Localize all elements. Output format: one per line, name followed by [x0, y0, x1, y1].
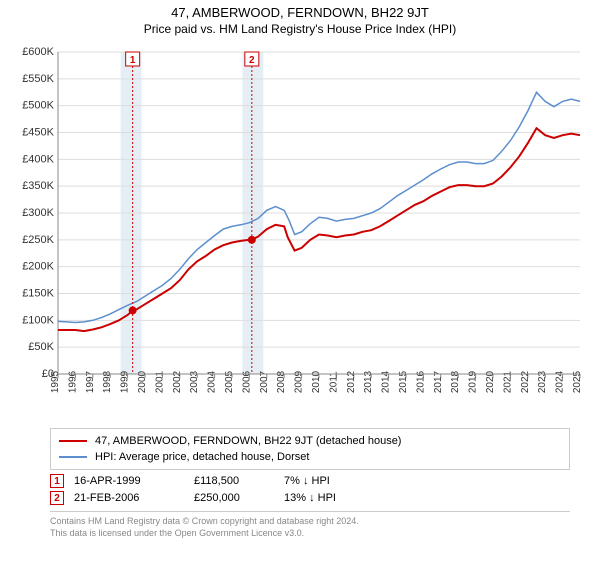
svg-text:£300K: £300K	[22, 207, 54, 219]
sale-marker-box: 2	[50, 491, 64, 505]
sale-marker-box: 1	[50, 474, 64, 488]
legend-label: HPI: Average price, detached house, Dors…	[95, 451, 309, 463]
svg-text:1: 1	[130, 55, 136, 66]
svg-text:£550K: £550K	[22, 73, 54, 85]
sale-date: 21-FEB-2006	[74, 492, 194, 504]
svg-text:£100K: £100K	[22, 314, 54, 326]
sale-pct: 13% ↓ HPI	[284, 492, 384, 504]
page-title: 47, AMBERWOOD, FERNDOWN, BH22 9JT	[0, 5, 600, 20]
footnote: Contains HM Land Registry data © Crown c…	[50, 511, 570, 539]
legend-swatch-hpi	[59, 456, 87, 458]
price-chart-container: 47, AMBERWOOD, FERNDOWN, BH22 9JT Price …	[0, 5, 600, 565]
legend-label: 47, AMBERWOOD, FERNDOWN, BH22 9JT (detac…	[95, 435, 401, 447]
svg-text:£450K: £450K	[22, 127, 54, 139]
chart-area: £0£50K£100K£150K£200K£250K£300K£350K£400…	[10, 42, 590, 422]
svg-text:£600K: £600K	[22, 46, 54, 58]
legend-swatch-property	[59, 440, 87, 442]
line-chart-svg: £0£50K£100K£150K£200K£250K£300K£350K£400…	[10, 42, 590, 422]
sale-price: £118,500	[194, 475, 284, 487]
svg-text:£50K: £50K	[28, 341, 54, 353]
sale-date: 16-APR-1999	[74, 475, 194, 487]
svg-text:2: 2	[249, 55, 255, 66]
svg-text:£200K: £200K	[22, 261, 54, 273]
sale-price: £250,000	[194, 492, 284, 504]
footnote-line: Contains HM Land Registry data © Crown c…	[50, 516, 570, 528]
sale-row: 1 16-APR-1999 £118,500 7% ↓ HPI	[50, 474, 570, 488]
legend-row: 47, AMBERWOOD, FERNDOWN, BH22 9JT (detac…	[59, 433, 561, 449]
sale-row: 2 21-FEB-2006 £250,000 13% ↓ HPI	[50, 491, 570, 505]
svg-text:£250K: £250K	[22, 234, 54, 246]
svg-text:£150K: £150K	[22, 288, 54, 300]
sale-pct: 7% ↓ HPI	[284, 475, 384, 487]
svg-text:£500K: £500K	[22, 100, 54, 112]
footnote-line: This data is licensed under the Open Gov…	[50, 528, 570, 540]
legend: 47, AMBERWOOD, FERNDOWN, BH22 9JT (detac…	[50, 428, 570, 470]
svg-text:£400K: £400K	[22, 153, 54, 165]
legend-row: HPI: Average price, detached house, Dors…	[59, 449, 561, 465]
page-subtitle: Price paid vs. HM Land Registry's House …	[0, 22, 600, 36]
svg-text:£350K: £350K	[22, 180, 54, 192]
